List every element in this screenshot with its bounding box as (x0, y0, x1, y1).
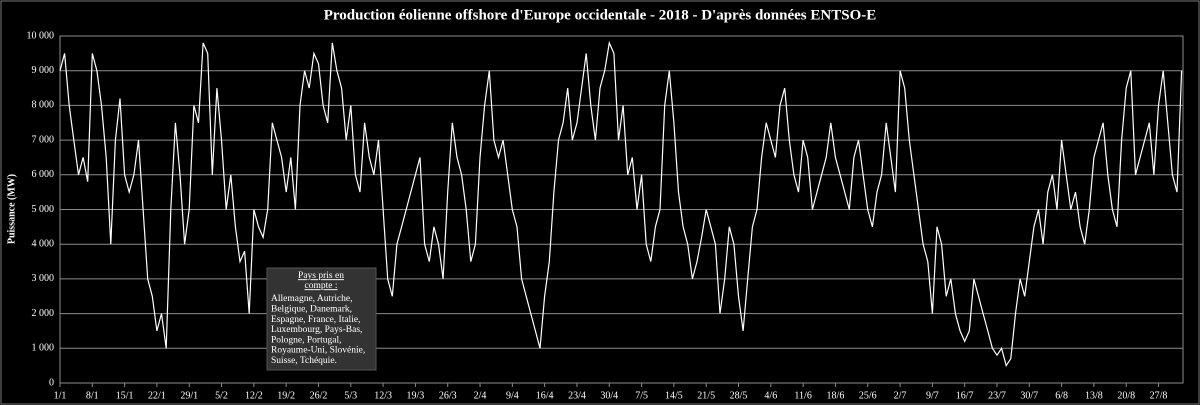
x-tick-label: 23/7 (988, 390, 1006, 401)
x-tick-label: 14/5 (665, 390, 683, 401)
x-tick-label: 19/3 (407, 390, 425, 401)
annotation-title: compte : (305, 281, 338, 291)
y-tick-label: 3 000 (32, 273, 55, 284)
y-tick-label: 9 000 (32, 65, 55, 76)
x-tick-label: 30/4 (600, 390, 618, 401)
x-tick-label: 29/1 (180, 390, 198, 401)
annotation-line: Espagne, France, Italie, (271, 315, 360, 325)
x-tick-label: 16/4 (536, 390, 554, 401)
x-tick-label: 30/7 (1020, 390, 1038, 401)
y-tick-label: 2 000 (32, 308, 55, 319)
y-tick-label: 7 000 (32, 134, 55, 145)
x-tick-label: 11/6 (794, 390, 811, 401)
x-tick-label: 12/2 (245, 390, 263, 401)
annotation-line: Pologne, Portugal, (271, 335, 341, 345)
annotation-box (266, 267, 377, 371)
x-tick-label: 9/4 (506, 390, 519, 401)
x-tick-label: 16/7 (956, 390, 974, 401)
y-tick-label: 4 000 (32, 238, 55, 249)
x-tick-label: 6/8 (1055, 390, 1068, 401)
annotation-line: Belgique, Danemark, (271, 304, 352, 314)
x-tick-label: 27/8 (1150, 390, 1168, 401)
chart-title: Production éolienne offshore d'Europe oc… (324, 7, 877, 23)
x-tick-label: 15/1 (116, 390, 134, 401)
y-tick-label: 0 (49, 377, 54, 388)
y-tick-label: 5 000 (32, 204, 55, 215)
x-tick-label: 5/3 (344, 390, 357, 401)
x-tick-label: 12/3 (374, 390, 392, 401)
y-tick-label: 10 000 (27, 30, 55, 41)
annotation-line: Royaume-Uni, Slovénie, (271, 346, 365, 356)
x-tick-label: 20/8 (1117, 390, 1135, 401)
x-tick-label: 1/1 (54, 390, 67, 401)
annotation-line: Luxembourg, Pays-Bas, (271, 325, 362, 335)
x-tick-label: 4/6 (764, 390, 777, 401)
x-tick-label: 26/3 (439, 390, 457, 401)
x-tick-label: 28/5 (730, 390, 748, 401)
x-tick-label: 7/5 (635, 390, 648, 401)
x-tick-label: 2/4 (474, 390, 487, 401)
x-tick-label: 23/4 (568, 390, 586, 401)
x-tick-label: 26/2 (310, 390, 328, 401)
x-tick-label: 21/5 (697, 390, 715, 401)
x-tick-label: 5/2 (215, 390, 228, 401)
y-tick-label: 8 000 (32, 100, 55, 111)
data-line (59, 40, 1183, 368)
x-tick-label: 25/6 (859, 390, 877, 401)
x-tick-label: 2/7 (894, 390, 907, 401)
y-tick-label: 1 000 (32, 343, 55, 354)
y-axis-label: Puissance (MW) (6, 174, 17, 244)
annotation-line: Suisse, Tchéquie. (271, 356, 337, 366)
annotation-line: Allemagne, Autriche, (271, 294, 353, 304)
x-tick-label: 19/2 (277, 390, 295, 401)
x-tick-label: 9/7 (926, 390, 939, 401)
annotation-title: Pays pris en (298, 271, 344, 281)
y-tick-label: 6 000 (32, 169, 55, 180)
x-tick-label: 18/6 (827, 390, 845, 401)
x-tick-label: 22/1 (148, 390, 166, 401)
x-tick-label: 8/1 (86, 390, 99, 401)
x-tick-label: 13/8 (1085, 390, 1103, 401)
